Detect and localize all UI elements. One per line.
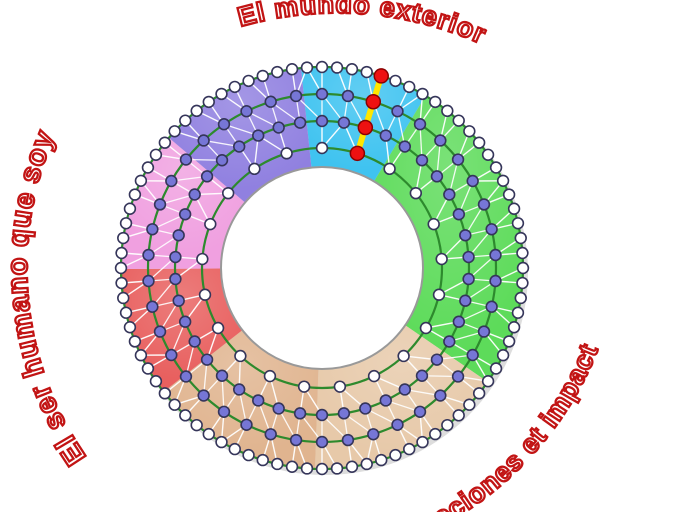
svg-text:El mundo exterior: El mundo exterior [234, 0, 491, 50]
svg-text:El ser humano que soy: El ser humano que soy [2, 125, 92, 471]
